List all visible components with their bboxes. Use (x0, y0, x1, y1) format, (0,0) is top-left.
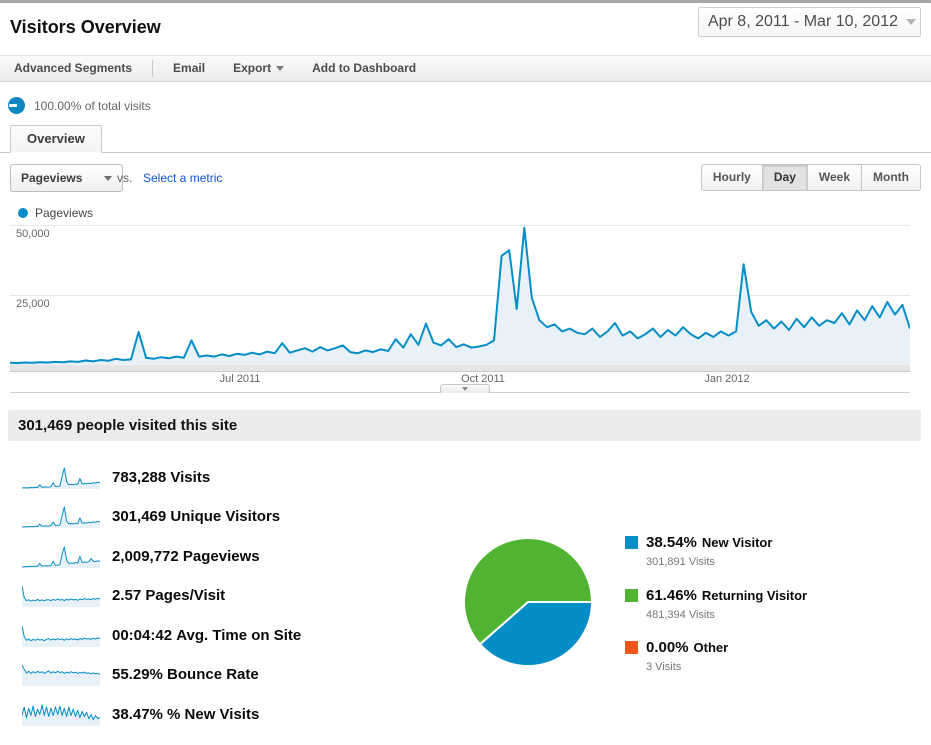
toolbar-divider (152, 60, 154, 77)
x-axis-strip (10, 365, 910, 372)
granularity-week-button[interactable]: Week (807, 164, 863, 191)
y-axis-tick-50000: 50,000 (14, 228, 52, 240)
visitor-type-pie-chart[interactable] (458, 532, 598, 672)
x-axis-tick-oct-2011: Oct 2011 (461, 373, 505, 385)
action-toolbar: Advanced Segments Email Export Add to Da… (0, 55, 931, 82)
segment-label: 100.00% of total visits (34, 98, 151, 113)
new-visits-sparkline (22, 704, 100, 726)
chart-series-legend: Pageviews (18, 206, 93, 220)
series-dot-icon (18, 208, 28, 218)
pie-legend-other: 0.00% Other 3 Visits (625, 639, 925, 673)
vs-label: vs. (117, 171, 133, 185)
pie-legend-new-visitor: 38.54% New Visitor 301,891 Visits (625, 534, 925, 568)
metric-dropdown[interactable]: Pageviews (10, 164, 124, 192)
granularity-day-button[interactable]: Day (762, 164, 808, 191)
other-swatch-icon (625, 641, 638, 654)
gridline-50000 (10, 225, 910, 226)
metric-text: 783,288 Visits (112, 469, 211, 486)
tab-bar: Overview (0, 125, 931, 153)
metric-row-pageviews[interactable]: 2,009,772 Pageviews (0, 542, 460, 572)
pie-legend-title: 38.54% New Visitor (646, 534, 773, 551)
granularity-hourly-button[interactable]: Hourly (700, 164, 763, 191)
pages-per-visit-sparkline (22, 585, 100, 607)
returning-visitor-swatch-icon (625, 589, 638, 602)
unique-visitors-sparkline (22, 506, 100, 528)
x-axis-tick-jul-2011: Jul 2011 (219, 373, 261, 385)
email-button[interactable]: Email (159, 56, 219, 81)
add-to-dashboard-button[interactable]: Add to Dashboard (298, 56, 430, 81)
advanced-segments-label: Advanced Segments (14, 61, 133, 75)
add-to-dashboard-label: Add to Dashboard (312, 61, 417, 75)
export-button[interactable]: Export (219, 56, 298, 81)
metric-dropdown-label: Pageviews (21, 171, 83, 185)
date-range-text: Apr 8, 2011 - Mar 10, 2012 (707, 13, 898, 30)
export-label: Export (233, 61, 272, 75)
timeseries-svg (10, 226, 910, 365)
chevron-down-icon (276, 66, 285, 71)
visitors-summary-text: 301,469 people visited this site (18, 417, 238, 434)
metric-text: 00:04:42 Avg. Time on Site (112, 627, 302, 644)
granularity-month-button[interactable]: Month (862, 164, 921, 191)
metric-row-pages-per-visit[interactable]: 2.57 Pages/Visit (0, 581, 460, 611)
metric-row-visits[interactable]: 783,288 Visits (0, 463, 460, 493)
metric-row-unique-visitors[interactable]: 301,469 Unique Visitors (0, 502, 460, 532)
metric-text: 301,469 Unique Visitors (112, 508, 281, 525)
granularity-button-group: Hourly Day Week Month (700, 164, 921, 191)
pie-legend-title: 61.46% Returning Visitor (646, 587, 808, 604)
pie-legend-visits: 3 Visits (646, 661, 682, 673)
pie-legend-title: 0.00% Other (646, 639, 729, 656)
pageviews-timeseries-chart[interactable]: 50,000 25,000 (10, 222, 910, 367)
top-border-strip (0, 0, 931, 3)
metric-text: 55.29% Bounce Rate (112, 666, 259, 683)
visitors-summary-bar: 301,469 people visited this site (8, 410, 921, 441)
pie-legend-visits: 301,891 Visits (646, 556, 715, 568)
pie-legend-returning-visitor: 61.46% Returning Visitor 481,394 Visits (625, 587, 925, 621)
metric-text: 2,009,772 Pageviews (112, 548, 260, 565)
series-label: Pageviews (35, 206, 94, 220)
tab-overview[interactable]: Overview (10, 125, 102, 153)
date-range-selector[interactable]: Apr 8, 2011 - Mar 10, 2012 (697, 7, 921, 37)
segment-pie-icon (8, 97, 25, 114)
chevron-down-icon (104, 175, 113, 181)
page-title: Visitors Overview (10, 17, 161, 37)
metric-text: 38.47% % New Visits (112, 706, 260, 723)
metric-text: 2.57 Pages/Visit (112, 587, 226, 604)
y-axis-tick-25000: 25,000 (14, 298, 52, 310)
segment-summary-row: 100.00% of total visits (8, 97, 151, 114)
email-label: Email (173, 61, 206, 75)
gridline-25000 (10, 295, 910, 296)
chart-controls-row: Pageviews vs. Select a metric Hourly Day… (0, 164, 931, 194)
metric-row-avg-time-on-site[interactable]: 00:04:42 Avg. Time on Site (0, 621, 460, 651)
chevron-down-icon (462, 387, 468, 391)
chevron-down-icon (906, 19, 916, 25)
advanced-segments-button[interactable]: Advanced Segments (0, 56, 146, 81)
pie-legend-visits: 481,394 Visits (646, 609, 715, 621)
pageviews-sparkline (22, 546, 100, 568)
x-axis-tick-jan-2012: Jan 2012 (704, 373, 750, 385)
new-visitor-swatch-icon (625, 536, 638, 549)
visits-sparkline (22, 467, 100, 489)
metric-row-percent-new-visits[interactable]: 38.47% % New Visits (0, 700, 460, 730)
bounce-rate-sparkline (22, 664, 100, 686)
metric-row-bounce-rate[interactable]: 55.29% Bounce Rate (0, 660, 460, 690)
select-a-metric-link[interactable]: Select a metric (143, 171, 223, 185)
avg-time-sparkline (22, 625, 100, 647)
timeline-collapse-handle[interactable] (440, 384, 490, 393)
